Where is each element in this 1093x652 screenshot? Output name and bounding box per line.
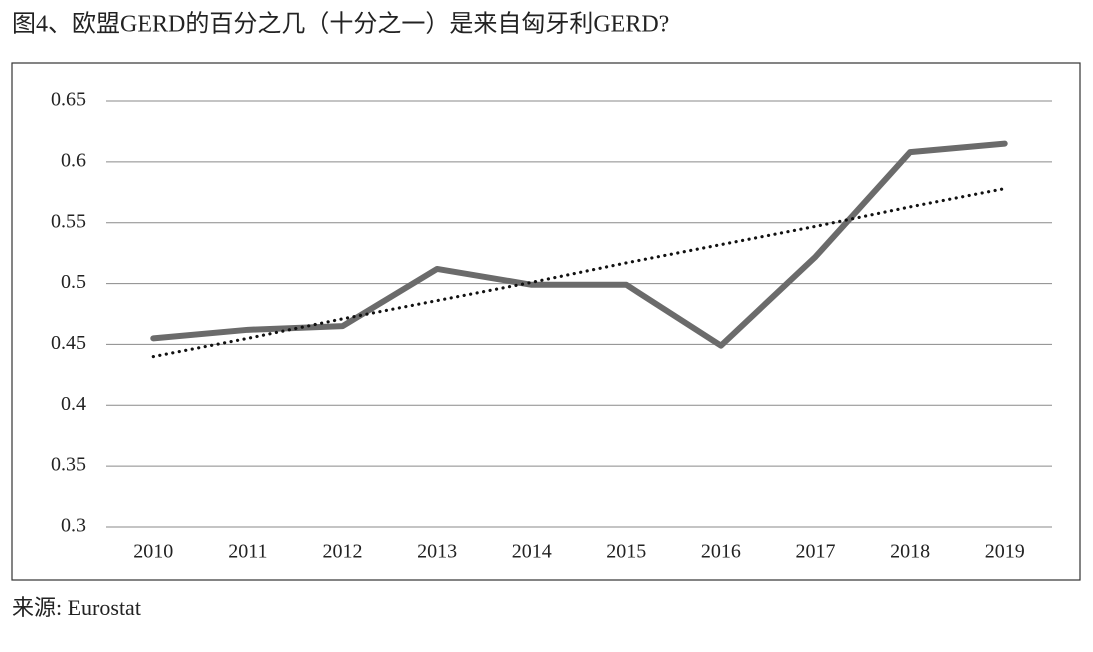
y-tick-label: 0.3	[61, 515, 86, 537]
data-line	[150, 140, 1008, 349]
x-tick-label: 2012	[323, 541, 363, 563]
y-tick-label: 0.65	[51, 89, 86, 111]
y-tick-label: 0.45	[51, 332, 86, 354]
chart-title: 图4、欧盟GERD的百分之几（十分之一）是来自匈牙利GERD?	[12, 11, 669, 38]
x-tick-label: 2018	[890, 541, 930, 563]
x-tick-label: 2010	[133, 541, 173, 563]
chart-frame	[11, 62, 1081, 581]
x-tick-label: 2016	[701, 541, 741, 563]
y-tick-label: 0.4	[61, 393, 86, 415]
y-tick-label: 0.35	[51, 454, 86, 476]
y-tick-label: 0.5	[61, 271, 86, 293]
y-tick-label: 0.6	[61, 149, 86, 171]
x-tick-label: 2015	[606, 541, 646, 563]
source-note: 来源: Eurostat	[12, 595, 141, 620]
x-tick-label: 2017	[796, 541, 836, 563]
x-tick-label: 2011	[228, 541, 267, 563]
x-tick-label: 2019	[985, 541, 1025, 563]
y-tick-label: 0.55	[51, 210, 86, 232]
trend-line	[151, 187, 1007, 359]
x-tick-label: 2014	[512, 541, 552, 563]
x-tick-label: 2013	[417, 541, 457, 563]
